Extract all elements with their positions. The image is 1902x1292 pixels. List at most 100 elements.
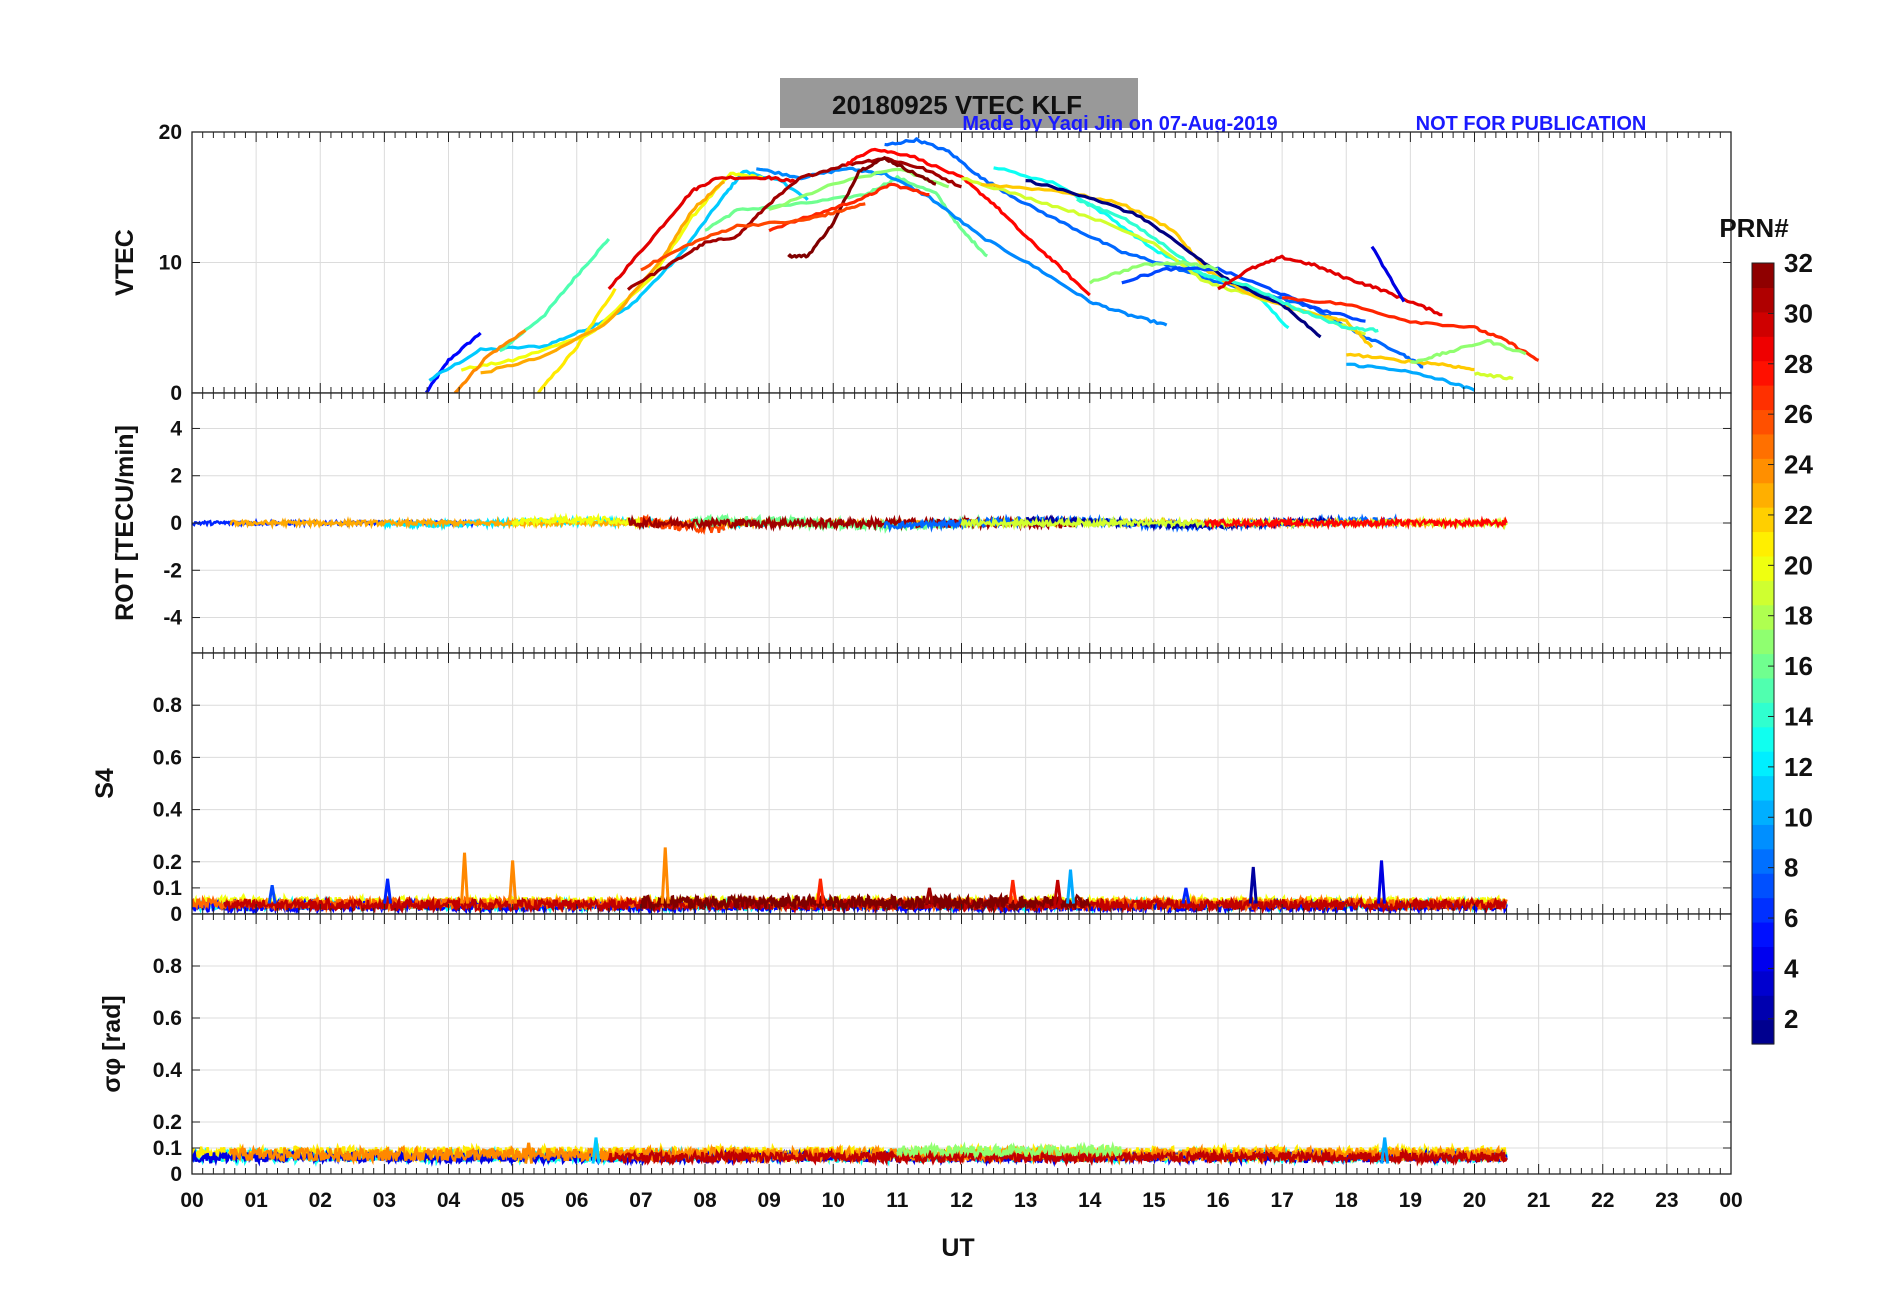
vtec-series-prn-28: [844, 147, 1091, 297]
panel-rot: -4 -2 0 2 4 ROT [TECU/min]: [111, 392, 1732, 654]
x-tick-label: 09: [757, 1189, 780, 1212]
s4-spike-prn-31: [924, 887, 934, 904]
x-tick-label: 00: [1719, 1189, 1742, 1212]
vtec-series-prn-32: [787, 156, 937, 259]
vtec-series-prn-23: [480, 180, 726, 375]
panel-s4: 0 0.1 0.2 0.4 0.6 0.8 S4: [91, 652, 1732, 926]
y-tick-label: 0.8: [153, 694, 183, 717]
chart-title: 20180925 VTEC KLF: [832, 90, 1082, 120]
y-tick-label: 0.1: [153, 1137, 183, 1160]
colorbar-tick-label: 26: [1784, 399, 1813, 429]
vtec-series-prn-5: [424, 331, 482, 393]
colorbar-tick-label: 30: [1784, 298, 1813, 328]
x-tick-label: 18: [1335, 1189, 1359, 1212]
vtec-series-prn-7: [1121, 266, 1366, 323]
x-tick-label: 07: [629, 1189, 652, 1212]
s4-spike-prn-6: [1181, 887, 1191, 904]
y-tick-label: 0: [170, 512, 182, 535]
colorbar-band: [1752, 336, 1774, 362]
colorbar-band: [1752, 824, 1774, 850]
colorbar-band: [1752, 702, 1774, 728]
x-tick-label: 16: [1206, 1189, 1229, 1212]
y-tick-label: 2: [170, 465, 182, 488]
y-tick-label: 0.6: [153, 1007, 182, 1030]
x-axis-label: UT: [941, 1234, 974, 1262]
vtec-series-prn-31: [626, 156, 962, 291]
colorbar-band: [1752, 433, 1774, 459]
x-tick-label: 23: [1655, 1189, 1678, 1212]
vtec-series-prn-19: [1473, 371, 1514, 381]
x-tick-label: 02: [309, 1189, 332, 1212]
y-tick-label: 0.2: [153, 851, 182, 874]
sigma-spike-prn-10: [1380, 1137, 1390, 1164]
colorbar-band: [1752, 848, 1774, 874]
colorbar-band: [1752, 970, 1774, 996]
vtec-series-prn-10: [1346, 362, 1476, 392]
series-group: [192, 1137, 1508, 1168]
x-tick-label: 12: [950, 1189, 973, 1212]
colorbar-band: [1752, 287, 1774, 313]
vtec-series-prn-24: [453, 329, 527, 393]
colorbar-tick-label: 2: [1784, 1004, 1798, 1034]
colorbar-band: [1752, 751, 1774, 777]
y-tick-label: 0.2: [153, 1111, 182, 1134]
x-tick-label: 05: [501, 1189, 525, 1212]
colorbar-tick-label: 22: [1784, 500, 1813, 530]
s4-spike-prn-24: [508, 860, 518, 904]
colorbar-band: [1752, 946, 1774, 972]
x-tick-label: 08: [693, 1189, 717, 1212]
x-tick-label: 15: [1142, 1189, 1166, 1212]
title-box: [780, 78, 1138, 128]
x-tick-label: 11: [886, 1189, 909, 1212]
colorbar-band: [1752, 629, 1774, 655]
s4-spike-prn-2: [1248, 866, 1258, 904]
vtec-series-prn-9: [756, 166, 1168, 327]
colorbar-tick-label: 18: [1784, 601, 1813, 631]
colorbar-tick-label: 20: [1784, 550, 1813, 580]
x-tick-label: 01: [244, 1189, 268, 1212]
colorbar-band: [1752, 580, 1774, 606]
y-tick-label: 20: [159, 121, 182, 144]
series-group: [192, 847, 1508, 914]
colorbar-band: [1752, 360, 1774, 386]
colorbar-band: [1752, 604, 1774, 630]
y-tick-label: 0: [170, 382, 182, 405]
sigma-series-prn-30: [607, 1147, 1508, 1168]
x-tick-label: 22: [1591, 1189, 1614, 1212]
colorbar-band: [1752, 482, 1774, 508]
y-tick-label: 0.4: [153, 1059, 183, 1082]
x-tick-label: 04: [437, 1189, 461, 1212]
s4-spike-prn-6: [383, 878, 393, 904]
vtec-series-prn-27: [1282, 296, 1540, 362]
notice-text: NOT FOR PUBLICATION: [1416, 113, 1647, 135]
colorbar-band: [1752, 873, 1774, 899]
x-tick-label: 10: [822, 1189, 845, 1212]
y-tick-label: 0: [170, 903, 182, 926]
x-tick-label: 03: [373, 1189, 396, 1212]
x-tick-label: 21: [1527, 1189, 1551, 1212]
series-group: [424, 137, 1540, 393]
colorbar-band: [1752, 311, 1774, 337]
x-tick-label: 14: [1078, 1189, 1102, 1212]
colorbar-tick-label: 24: [1784, 450, 1813, 480]
colorbar-tick-label: 16: [1784, 651, 1813, 681]
x-tick-label: 20: [1463, 1189, 1486, 1212]
colorbar-band: [1752, 726, 1774, 752]
colorbar-tick-label: 10: [1784, 802, 1813, 832]
colorbar-tick-label: 8: [1784, 853, 1798, 883]
y-tick-label: 0.4: [153, 799, 183, 822]
colorbar-tick-label: 4: [1784, 953, 1799, 983]
y-tick-label: 10: [159, 252, 182, 275]
y-tick-label: -4: [163, 607, 182, 630]
x-tick-label: 06: [565, 1189, 588, 1212]
colorbar-frame: [1751, 262, 1775, 1045]
rot-series-prn-28: [1203, 515, 1508, 531]
sigma-spike-prn-24: [524, 1142, 534, 1164]
colorbar-band: [1752, 921, 1774, 947]
s4-spike-prn-27: [815, 878, 825, 904]
colorbar-band: [1752, 263, 1774, 289]
vtec-series-prn-26: [640, 202, 866, 272]
colorbar-tick-label: 12: [1784, 752, 1813, 782]
s4-series-prn-32: [639, 891, 1091, 913]
